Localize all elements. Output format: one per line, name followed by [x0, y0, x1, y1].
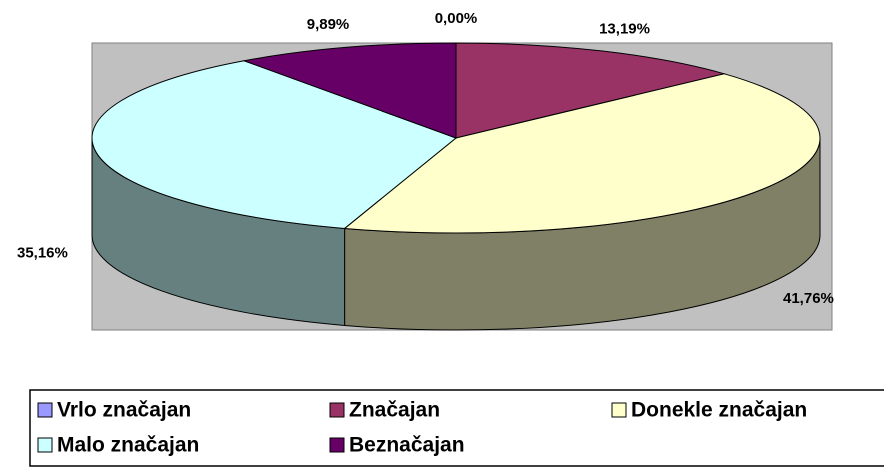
legend-label: Malo značajan	[57, 434, 199, 457]
pie-slice	[455, 42, 727, 139]
data-label: 13,19%	[599, 20, 650, 37]
data-label: 35,16%	[17, 244, 68, 261]
data-label: 9,89%	[307, 16, 350, 33]
legend-label: Donekle značajan	[631, 399, 807, 422]
legend-swatch	[611, 402, 627, 418]
legend-swatch	[329, 402, 345, 418]
legend-label: Značajan	[349, 399, 440, 422]
legend-label: Beznačajan	[349, 434, 465, 457]
legend-swatch	[329, 437, 345, 453]
pie-slice	[91, 60, 457, 229]
pie-slice	[343, 73, 821, 234]
data-label: 0,00%	[435, 10, 478, 27]
data-label: 41,76%	[783, 290, 834, 307]
legend-box	[29, 389, 884, 467]
legend-swatch	[37, 402, 53, 418]
legend-swatch	[37, 437, 53, 453]
pie-slice	[242, 42, 457, 139]
legend-label: Vrlo značajan	[57, 399, 191, 422]
